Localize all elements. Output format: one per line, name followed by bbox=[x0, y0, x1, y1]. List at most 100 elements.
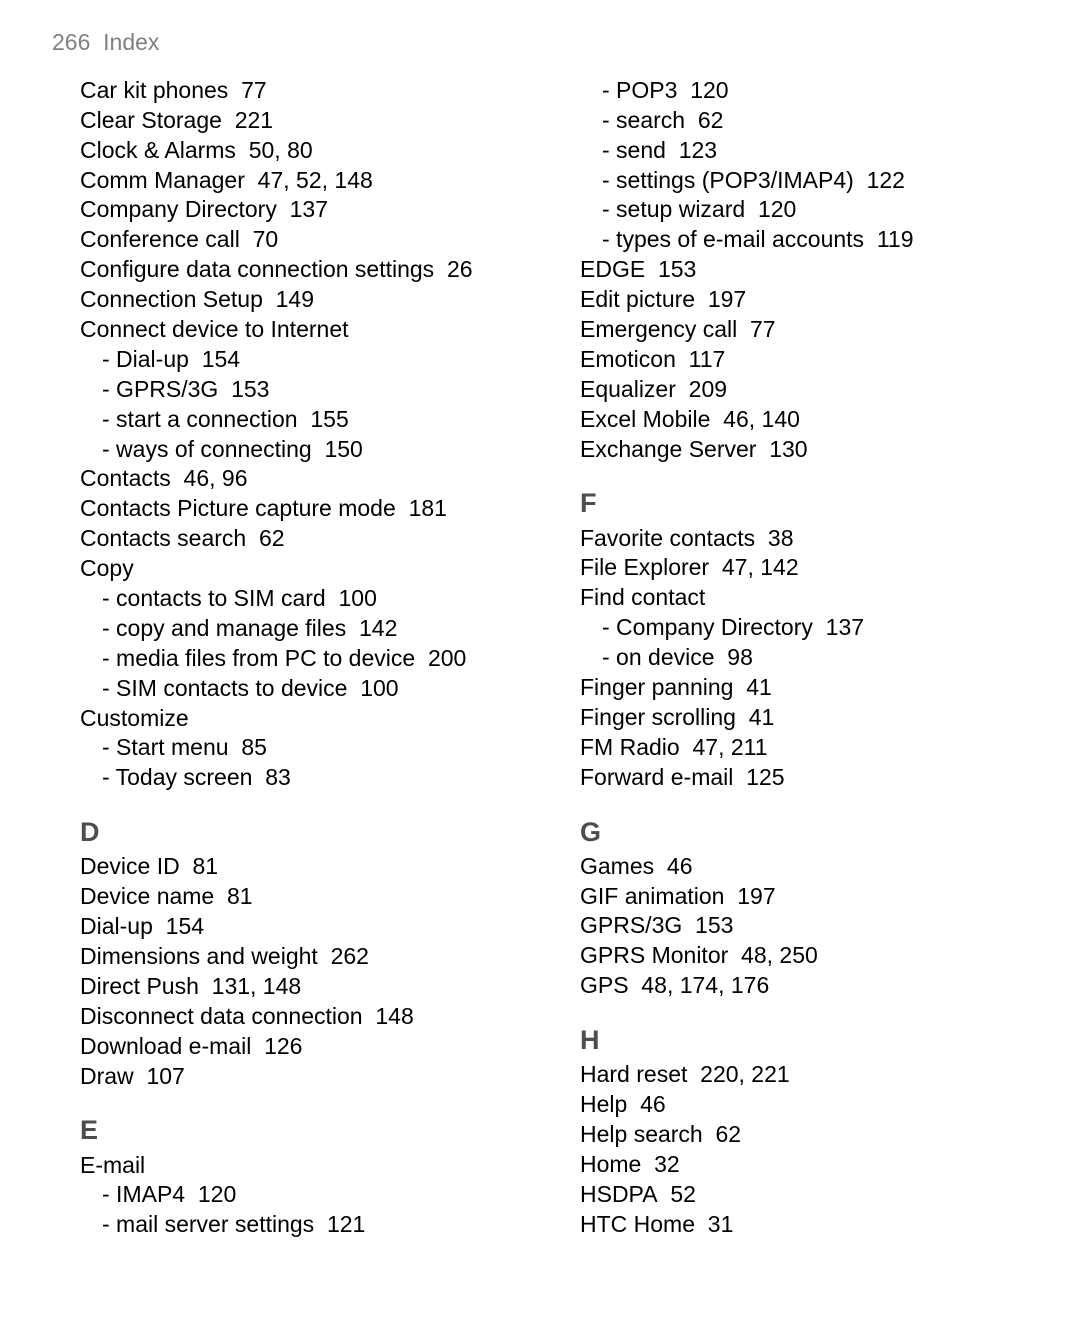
index-entry: Company Directory 137 bbox=[80, 195, 530, 225]
index-entry: Hard reset 220, 221 bbox=[580, 1060, 1030, 1090]
index-pages: 123 bbox=[679, 137, 717, 163]
index-entry: Dimensions and weight 262 bbox=[80, 942, 530, 972]
index-term: Dimensions and weight bbox=[80, 943, 318, 969]
index-entry: Connection Setup 149 bbox=[80, 285, 530, 315]
index-entry: Contacts Picture capture mode 181 bbox=[80, 494, 530, 524]
index-term: Games bbox=[580, 853, 654, 879]
index-pages: 221 bbox=[235, 107, 273, 133]
index-pages: 200 bbox=[428, 645, 466, 671]
index-entry: Customize bbox=[80, 704, 530, 734]
index-pages: 142 bbox=[359, 615, 397, 641]
index-entry: Conference call 70 bbox=[80, 225, 530, 255]
index-entry: Contacts search 62 bbox=[80, 524, 530, 554]
index-pages: 46 bbox=[640, 1091, 666, 1117]
index-term: - media files from PC to device bbox=[102, 645, 415, 671]
index-pages: 70 bbox=[253, 226, 279, 252]
index-pages: 154 bbox=[202, 346, 240, 372]
index-pages: 117 bbox=[689, 346, 726, 372]
index-term: Connection Setup bbox=[80, 286, 263, 312]
index-term: - GPRS/3G bbox=[102, 376, 218, 402]
index-term: Excel Mobile bbox=[580, 406, 710, 432]
index-pages: 100 bbox=[360, 675, 398, 701]
index-pages: 62 bbox=[716, 1121, 742, 1147]
index-pages: 47, 211 bbox=[692, 734, 767, 760]
index-subentry: - search 62 bbox=[580, 106, 1030, 136]
index-term: Hard reset bbox=[580, 1061, 687, 1087]
index-subentry: - start a connection 155 bbox=[80, 405, 530, 435]
index-entry: Copy bbox=[80, 554, 530, 584]
index-pages: 32 bbox=[654, 1151, 680, 1177]
index-entry: Forward e-mail 125 bbox=[580, 763, 1030, 793]
index-term: - copy and manage files bbox=[102, 615, 346, 641]
index-term: - contacts to SIM card bbox=[102, 585, 326, 611]
index-entry: Home 32 bbox=[580, 1150, 1030, 1180]
index-term: - types of e-mail accounts bbox=[602, 226, 864, 252]
index-entry: HSDPA 52 bbox=[580, 1180, 1030, 1210]
index-pages: 120 bbox=[758, 196, 796, 222]
index-subentry: - on device 98 bbox=[580, 643, 1030, 673]
index-term: GPS bbox=[580, 972, 629, 998]
index-entry: FM Radio 47, 211 bbox=[580, 733, 1030, 763]
page-number: 266 bbox=[52, 29, 90, 55]
index-term: Download e-mail bbox=[80, 1033, 251, 1059]
index-entry: Draw 107 bbox=[80, 1062, 530, 1092]
index-term: Favorite contacts bbox=[580, 525, 755, 551]
index-term: - SIM contacts to device bbox=[102, 675, 347, 701]
index-term: GIF animation bbox=[580, 883, 724, 909]
index-pages: 52 bbox=[670, 1181, 696, 1207]
index-term: Connect device to Internet bbox=[80, 316, 349, 342]
index-term: Exchange Server bbox=[580, 436, 756, 462]
index-pages: 154 bbox=[166, 913, 204, 939]
index-entry: Car kit phones 77 bbox=[80, 76, 530, 106]
index-term: - search bbox=[602, 107, 685, 133]
index-entry: Contacts 46, 96 bbox=[80, 464, 530, 494]
index-pages: 153 bbox=[231, 376, 269, 402]
index-term: Forward e-mail bbox=[580, 764, 733, 790]
index-term: Finger panning bbox=[580, 674, 733, 700]
index-entry: Excel Mobile 46, 140 bbox=[580, 405, 1030, 435]
index-column-left: Car kit phones 77Clear Storage 221Clock … bbox=[80, 76, 530, 1240]
index-subentry: - ways of connecting 150 bbox=[80, 435, 530, 465]
index-pages: 62 bbox=[698, 107, 724, 133]
index-subentry: - GPRS/3G 153 bbox=[80, 375, 530, 405]
index-entry: Clear Storage 221 bbox=[80, 106, 530, 136]
index-term: Configure data connection settings bbox=[80, 256, 434, 282]
index-entry: Finger panning 41 bbox=[580, 673, 1030, 703]
index-term: Emergency call bbox=[580, 316, 737, 342]
index-pages: 119 bbox=[877, 226, 914, 252]
index-pages: 107 bbox=[146, 1063, 184, 1089]
index-term: - POP3 bbox=[602, 77, 677, 103]
index-pages: 125 bbox=[746, 764, 784, 790]
index-entry: Dial-up 154 bbox=[80, 912, 530, 942]
index-term: - mail server settings bbox=[102, 1211, 314, 1237]
section-letter: G bbox=[580, 815, 1030, 850]
index-entry: Emergency call 77 bbox=[580, 315, 1030, 345]
index-pages: 85 bbox=[241, 734, 267, 760]
index-subentry: - types of e-mail accounts 119 bbox=[580, 225, 1030, 255]
index-pages: 46, 96 bbox=[184, 465, 248, 491]
index-entry: Edit picture 197 bbox=[580, 285, 1030, 315]
index-pages: 77 bbox=[241, 77, 267, 103]
index-term: - IMAP4 bbox=[102, 1181, 185, 1207]
index-term: Equalizer bbox=[580, 376, 676, 402]
index-pages: 41 bbox=[749, 704, 775, 730]
index-term: Copy bbox=[80, 555, 134, 581]
index-pages: 81 bbox=[192, 853, 218, 879]
index-pages: 120 bbox=[198, 1181, 236, 1207]
index-entry: GIF animation 197 bbox=[580, 882, 1030, 912]
index-term: - start a connection bbox=[102, 406, 298, 432]
index-entry: Connect device to Internet bbox=[80, 315, 530, 345]
index-subentry: - Company Directory 137 bbox=[580, 613, 1030, 643]
index-subentry: - setup wizard 120 bbox=[580, 195, 1030, 225]
index-entry: Help 46 bbox=[580, 1090, 1030, 1120]
index-entry: Help search 62 bbox=[580, 1120, 1030, 1150]
index-term: FM Radio bbox=[580, 734, 680, 760]
index-pages: 153 bbox=[658, 256, 696, 282]
index-term: Help search bbox=[580, 1121, 703, 1147]
index-subentry: - contacts to SIM card 100 bbox=[80, 584, 530, 614]
index-term: Customize bbox=[80, 705, 189, 731]
index-term: - on device bbox=[602, 644, 715, 670]
index-term: HTC Home bbox=[580, 1211, 695, 1237]
index-term: Clock & Alarms bbox=[80, 137, 236, 163]
section-letter: H bbox=[580, 1023, 1030, 1058]
